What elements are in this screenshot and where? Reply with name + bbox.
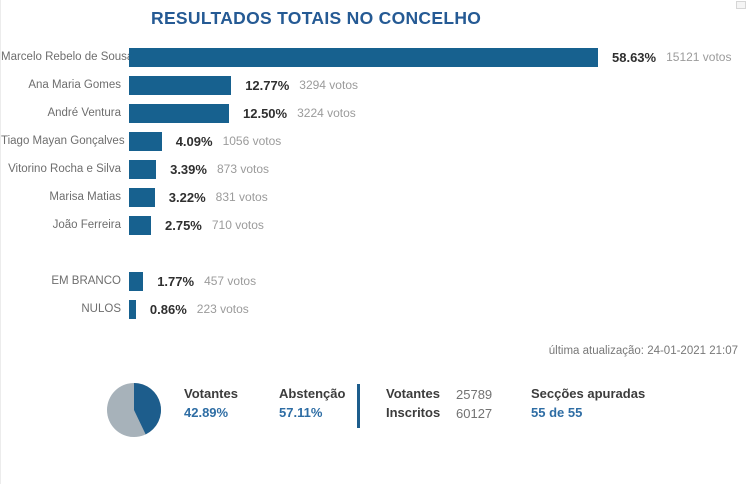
- results-bar-chart: Marcelo Rebelo de Sousa 58.63% 15121 votos…: [1, 43, 750, 323]
- chart-row: João Ferreira 2.75% 710 votos: [1, 211, 750, 239]
- inscritos-label: Inscritos: [386, 405, 441, 420]
- votantes-pct-value: 42.89%: [184, 405, 229, 420]
- votes-label: 873 votos: [216, 162, 270, 176]
- chart-row: EM BRANCO 1.77% 457 votos: [1, 267, 750, 295]
- result-bar: [129, 75, 232, 95]
- inscritos-value: 60127: [456, 406, 493, 421]
- abstencao-pct-value: 57.11%: [279, 405, 323, 420]
- votes-label: 710 votos: [211, 218, 264, 232]
- votantes-count-value: 25789: [456, 387, 493, 402]
- seccoes-value: 55 de 55: [531, 405, 583, 420]
- votantes-pct-label: Votantes: [184, 386, 238, 401]
- pie-votantes-slice: [134, 383, 161, 435]
- percent-label: 12.50%: [243, 105, 288, 121]
- chart-row: Vitorino Rocha e Silva 3.39% 873 votos: [1, 155, 750, 183]
- result-bar: [129, 187, 155, 207]
- category-label: Vitorino Rocha e Silva: [8, 163, 121, 175]
- result-bar: [129, 299, 136, 319]
- votes-label: 3224 votos: [297, 106, 356, 120]
- votes-label: 831 votos: [215, 190, 268, 204]
- category-label: André Ventura: [47, 107, 121, 119]
- chart-row: Ana Maria Gomes 12.77% 3294 votos: [1, 71, 750, 99]
- percent-label: 1.77%: [157, 273, 195, 289]
- category-label: Ana Maria Gomes: [28, 79, 121, 91]
- category-label: Marcelo Rebelo de Sousa: [1, 51, 134, 63]
- chart-row: Marcelo Rebelo de Sousa 58.63% 15121 votos: [1, 43, 750, 71]
- category-label: NULOS: [81, 303, 121, 315]
- result-bar: [129, 215, 151, 235]
- votes-label: 223 votos: [196, 302, 249, 316]
- seccoes-label: Secções apuradas: [531, 386, 646, 401]
- abstencao-pct-label: Abstenção: [279, 386, 346, 401]
- result-bar: [129, 47, 598, 67]
- votes-label: 3294 votos: [299, 78, 358, 92]
- percent-label: 0.86%: [149, 301, 187, 317]
- category-label: Tiago Mayan Gonçalves: [1, 135, 125, 147]
- percent-label: 12.77%: [245, 77, 290, 93]
- percent-label: 58.63%: [612, 49, 657, 65]
- percent-label: 3.39%: [170, 161, 207, 177]
- chart-row: André Ventura 12.50% 3224 votos: [1, 99, 750, 127]
- category-label: Marisa Matias: [49, 191, 121, 203]
- percent-label: 3.22%: [168, 189, 206, 205]
- votes-label: 1056 votos: [222, 134, 282, 148]
- percent-label: 2.75%: [165, 217, 202, 233]
- votantes-count-label: Votantes: [386, 386, 440, 401]
- chart-row: NULOS 0.86% 223 votos: [1, 295, 750, 323]
- category-label: João Ferreira: [52, 219, 121, 231]
- broken-image-icon: [736, 1, 746, 9]
- result-bar: [129, 271, 144, 291]
- result-bar: [129, 131, 162, 151]
- votes-label: 457 votos: [204, 274, 257, 288]
- votes-label: 15121 votos: [666, 50, 732, 64]
- percent-label: 4.09%: [175, 133, 213, 149]
- turnout-pie-chart: [107, 383, 161, 437]
- category-label: EM BRANCO: [51, 275, 121, 287]
- footer-divider: [357, 384, 360, 428]
- last-update-text: última atualização: 24-01-2021 21:07: [548, 345, 738, 357]
- chart-row: Tiago Mayan Gonçalves 4.09% 1056 votos: [1, 127, 750, 155]
- result-bar: [129, 159, 157, 179]
- page-title: RESULTADOS TOTAIS NO CONCELHO: [151, 8, 482, 28]
- summary-footer: Votantes 42.89% Abstenção 57.11% Votante…: [1, 382, 750, 440]
- chart-row: Marisa Matias 3.22% 831 votos: [1, 183, 750, 211]
- result-bar: [129, 103, 229, 123]
